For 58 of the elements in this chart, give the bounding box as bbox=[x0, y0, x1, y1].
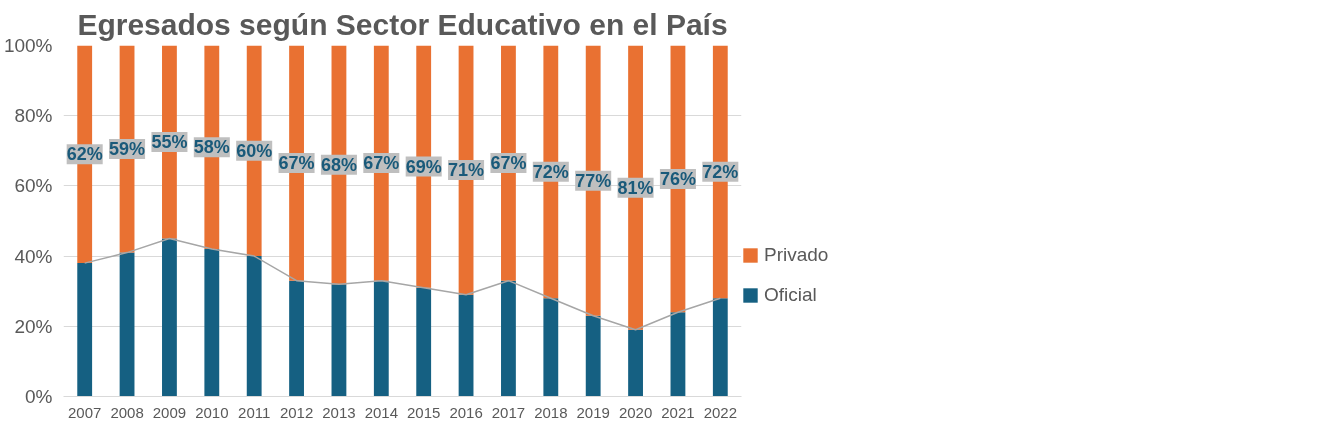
bar bbox=[204, 249, 220, 397]
bar bbox=[373, 280, 389, 397]
data-label: 81% bbox=[617, 177, 654, 198]
bar bbox=[543, 298, 559, 397]
y-tick-label: 60% bbox=[14, 175, 53, 197]
bar bbox=[585, 315, 601, 397]
bar bbox=[119, 252, 135, 397]
line-series bbox=[83, 237, 722, 331]
data-label: 68% bbox=[320, 154, 357, 175]
data-label: 58% bbox=[193, 137, 230, 158]
x-tick-label: 2017 bbox=[491, 403, 526, 421]
data-label: 59% bbox=[109, 139, 146, 160]
x-tick-label: 2021 bbox=[661, 403, 695, 421]
y-tick-label: 0% bbox=[25, 386, 53, 407]
bar bbox=[77, 263, 93, 397]
x-tick-label: 2008 bbox=[110, 403, 144, 421]
data-label: 72% bbox=[532, 161, 569, 182]
x-tick-label: 2015 bbox=[407, 403, 441, 421]
legend-label: Privado bbox=[764, 244, 829, 266]
bar bbox=[289, 280, 304, 397]
x-tick-label: 2022 bbox=[703, 403, 737, 421]
bar bbox=[458, 294, 474, 397]
x-tick-label: 2018 bbox=[534, 403, 568, 421]
x-tick-label: 2019 bbox=[576, 403, 610, 421]
data-label: 71% bbox=[448, 160, 485, 181]
bar bbox=[246, 256, 262, 397]
data-label: 72% bbox=[702, 161, 739, 182]
x-tick-label: 2020 bbox=[618, 403, 653, 421]
data-label: 55% bbox=[151, 132, 188, 153]
x-tick-label: 2016 bbox=[449, 403, 483, 421]
x-tick-label: 2012 bbox=[279, 403, 314, 421]
data-label: 77% bbox=[575, 170, 612, 191]
x-tick-label: 2010 bbox=[195, 403, 229, 421]
bar bbox=[331, 284, 347, 397]
x-tick-label: 2007 bbox=[68, 403, 102, 421]
data-label: 67% bbox=[278, 153, 315, 174]
x-tick-label: 2013 bbox=[322, 403, 356, 421]
data-label: 69% bbox=[405, 156, 442, 177]
x-tick-label: 2011 bbox=[238, 403, 271, 421]
bar bbox=[416, 287, 432, 397]
x-tick-label: 2014 bbox=[364, 403, 398, 421]
legend-label: Oficial bbox=[764, 284, 818, 306]
data-label: 67% bbox=[490, 153, 527, 174]
bar bbox=[670, 312, 686, 397]
data-label: 76% bbox=[659, 168, 696, 189]
y-tick-label: 80% bbox=[14, 105, 53, 127]
y-tick-label: 20% bbox=[14, 315, 53, 337]
data-label: 67% bbox=[363, 153, 400, 174]
bar bbox=[501, 280, 516, 397]
bar bbox=[628, 329, 643, 397]
data-label: 62% bbox=[66, 144, 103, 165]
y-tick-label: 100% bbox=[3, 35, 53, 56]
data-label: 60% bbox=[236, 140, 273, 161]
bar bbox=[712, 298, 728, 397]
y-tick-label: 40% bbox=[14, 245, 53, 267]
x-tick-label: 2009 bbox=[152, 403, 187, 421]
chart-title: Egresados según Sector Educativo en el País bbox=[77, 7, 728, 41]
bar bbox=[162, 238, 177, 397]
